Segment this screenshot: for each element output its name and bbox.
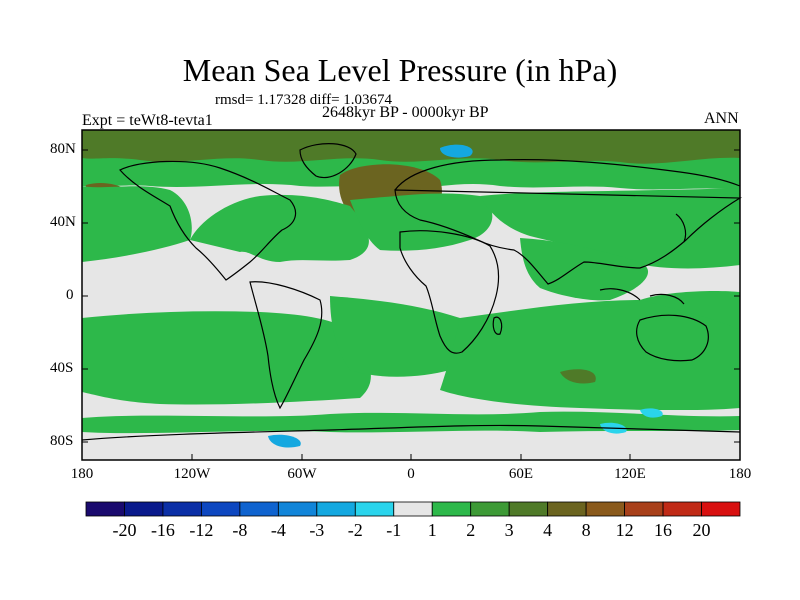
lon-label-180w: 180 — [70, 466, 94, 482]
lat-label-0: 0 — [66, 287, 74, 303]
colorbar-swatch — [162, 501, 202, 517]
southern-green-belt — [82, 296, 740, 460]
lat-label-40s: 40S — [50, 360, 74, 376]
colorbar-label: 1 — [427, 520, 437, 540]
colorbar-label: 2 — [466, 520, 476, 540]
colorbar-swatch — [662, 501, 702, 517]
lon-ticks — [81, 454, 741, 460]
lon-label-120w: 120W — [173, 466, 211, 482]
colorbar-label: -20 — [112, 520, 137, 540]
colorbar-label: 8 — [581, 520, 591, 540]
colorbar-label: -4 — [270, 520, 286, 540]
stats-text: rmsd= 1.17328 diff= 1.03674 — [215, 92, 393, 108]
colorbar-label: 16 — [654, 520, 673, 540]
coastlines — [81, 143, 743, 441]
colorbar-swatch — [585, 501, 625, 517]
colorbar-swatch — [508, 501, 549, 517]
colorbar-label: -3 — [309, 520, 325, 540]
lon-label-60e: 60E — [508, 466, 534, 482]
lon-label-0: 0 — [407, 466, 415, 482]
colorbar-label: -12 — [189, 520, 214, 540]
lon-label-120e: 120E — [614, 466, 646, 482]
colorbar-swatch — [547, 501, 587, 517]
lat-label-80n: 80N — [50, 141, 76, 157]
season-label: ANN — [704, 110, 739, 127]
arctic-anomaly-band — [82, 130, 740, 229]
lon-label-60w: 60W — [287, 466, 317, 482]
colorbar-label: -2 — [347, 520, 363, 540]
lat-label-40n: 40N — [50, 214, 76, 230]
colorbar-swatch — [239, 501, 279, 517]
colorbar-swatch — [354, 501, 395, 517]
experiment-label: Expt = teWt8-tevta1 — [82, 112, 213, 129]
colorbar-swatch — [624, 501, 664, 517]
colorbar-label: -8 — [232, 520, 248, 540]
colorbar-swatch — [201, 501, 241, 517]
colorbar-swatch — [470, 501, 510, 517]
colorbar-swatch — [393, 501, 433, 517]
colorbar-label: -16 — [150, 520, 175, 540]
colorbar — [85, 501, 741, 517]
map-title: Mean Sea Level Pressure (in hPa) — [182, 52, 618, 88]
colorbar-label: 12 — [615, 520, 634, 540]
colorbar-swatch — [316, 501, 356, 517]
colorbar-swatch — [701, 501, 741, 517]
colorbar-swatch — [124, 501, 164, 517]
lon-label-180e: 180 — [728, 466, 752, 482]
colorbar-label: -1 — [386, 520, 402, 540]
lat-label-80s: 80S — [50, 433, 74, 449]
colorbar-swatch — [85, 501, 125, 517]
lat-ticks — [82, 149, 740, 443]
colorbar-swatch — [431, 501, 472, 517]
colorbar-swatch — [277, 501, 318, 517]
colorbar-label: 3 — [504, 520, 514, 540]
colorbar-label: 4 — [543, 520, 553, 540]
colorbar-label: 20 — [692, 520, 711, 540]
period-text: 2648kyr BP - 0000kyr BP — [322, 104, 489, 121]
